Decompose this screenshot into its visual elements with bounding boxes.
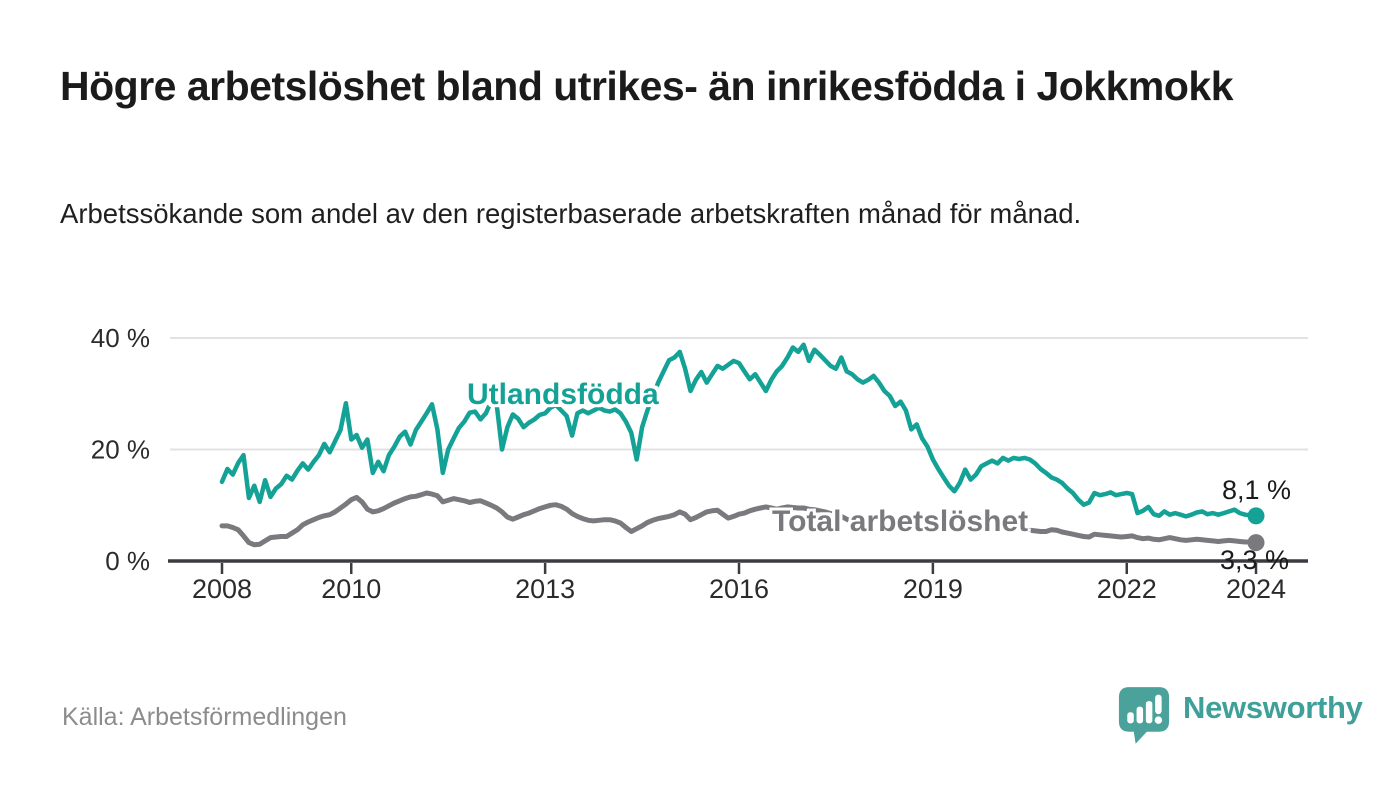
newsworthy-wordmark: Newsworthy: [1183, 690, 1363, 725]
speech-bubble-shape: [1118, 687, 1170, 744]
x-tick-label-2016: 2016: [709, 574, 769, 604]
newsworthy-logo: Newsworthy: [1118, 686, 1363, 744]
series-label-total-arbetsloshet: Total arbetslöshet: [772, 505, 1029, 538]
series-end-dot-utlandsfodda: [1247, 507, 1265, 525]
axis-layer: [168, 559, 1308, 574]
logo-exclamation-bar: [1155, 694, 1162, 715]
x-tick-label-2019: 2019: [903, 574, 963, 604]
series-layer: [219, 342, 1265, 552]
series-line-total: [219, 490, 1259, 548]
logo-exclamation-dot: [1154, 716, 1163, 724]
newsworthy-logo-icon: [1118, 687, 1170, 744]
logo-bar-1: [1127, 712, 1134, 724]
series-label-utlandsfodda: Utlandsfödda: [467, 378, 659, 411]
y-tick-label-0: 0 %: [105, 546, 150, 576]
series-line-utlandsfodda: [219, 342, 1259, 519]
gridlines-layer: [170, 337, 1308, 451]
tick-labels-layer: 0 % 20 % 40 % 2008 2010 2013 2016 2019 2022 2024: [91, 323, 1286, 604]
series-end-dot-total: [1247, 534, 1265, 552]
x-tick-label-2024: 2024: [1226, 574, 1286, 604]
source-attribution: Källa: Arbetsförmedlingen: [62, 703, 347, 731]
end-value-label-total: 3,3 %: [1219, 545, 1289, 575]
page-subtitle: Arbetssökande som andel av den registerb…: [60, 198, 1082, 229]
y-tick-label-20: 20 %: [91, 435, 150, 465]
x-tick-label-2010: 2010: [321, 574, 381, 604]
x-tick-label-2013: 2013: [515, 574, 575, 604]
x-tick-label-2008: 2008: [192, 574, 252, 604]
logo-bar-2: [1136, 706, 1144, 724]
y-tick-label-40: 40 %: [91, 323, 150, 353]
page-title: Högre arbetslöshet bland utrikes- än inr…: [60, 63, 1234, 109]
logo-bar-3: [1145, 701, 1153, 724]
x-tick-label-2022: 2022: [1097, 574, 1157, 604]
end-value-label-utlandsfodda: 8,1 %: [1221, 475, 1291, 505]
